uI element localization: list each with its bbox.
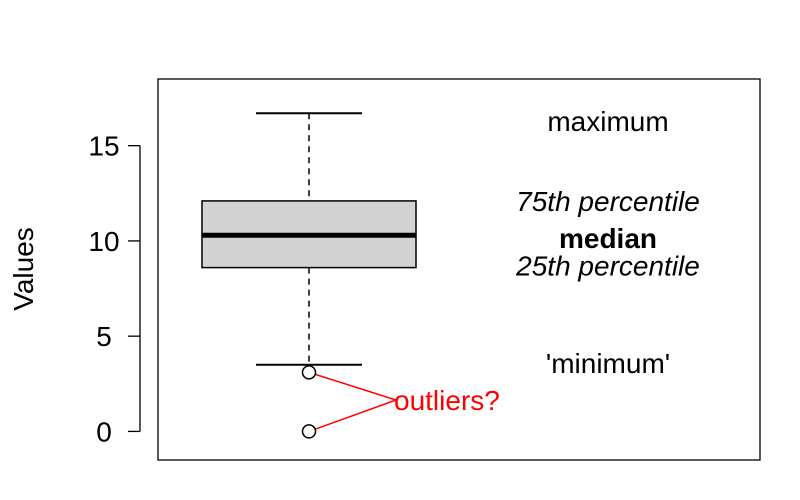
outlier-point-2 (301, 424, 317, 439)
y-tick-label: 0 (96, 416, 112, 447)
q1-annotation: 25th percentile (515, 251, 700, 282)
y-tick-label: 5 (96, 321, 112, 352)
outliers-annotation: outliers? (394, 385, 500, 416)
plot-frame (157, 78, 761, 461)
median-annotation: median (559, 223, 657, 254)
outlier-point-1 (301, 365, 317, 380)
maximum-annotation: maximum (547, 106, 668, 137)
outlier-pointer-1 (308, 371, 397, 401)
y-tick-label: 10 (88, 226, 119, 257)
y-tick-label: 15 (88, 131, 119, 162)
q3-annotation: 75th percentile (516, 186, 700, 217)
outlier-pointer-2 (308, 399, 397, 433)
y-axis-label: Values (8, 227, 39, 311)
minimum-annotation: 'minimum' (546, 348, 670, 379)
